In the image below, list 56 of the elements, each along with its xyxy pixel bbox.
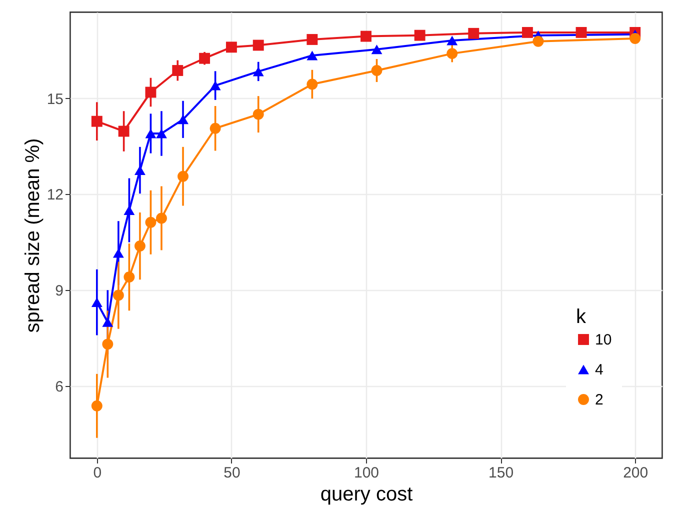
point (226, 42, 237, 53)
point (145, 86, 156, 98)
x-axis-title: query cost (320, 484, 414, 506)
legend-label: 2 (595, 392, 604, 408)
point (156, 128, 167, 138)
point (178, 114, 188, 124)
legend-title: k (576, 306, 587, 328)
point (468, 28, 480, 39)
point (124, 272, 135, 283)
point (210, 80, 221, 90)
point (145, 128, 156, 138)
y-tick-label: 15 (46, 90, 64, 108)
point (178, 170, 188, 182)
point (134, 166, 146, 175)
point (532, 36, 544, 47)
point (91, 116, 102, 127)
y-tick-label: 12 (46, 186, 64, 204)
point (576, 26, 587, 38)
point (91, 298, 102, 308)
y-tick-label: 9 (55, 282, 64, 300)
point (371, 65, 382, 76)
point (199, 52, 210, 64)
x-tick-label: 50 (224, 464, 240, 482)
point (145, 216, 156, 228)
x-tick-label: 0 (93, 464, 102, 482)
point (172, 65, 184, 76)
point (446, 48, 458, 60)
point (252, 108, 264, 120)
point (102, 338, 114, 350)
point (306, 34, 318, 45)
x-tick-label: 150 (488, 464, 514, 482)
legend-label: 10 (595, 332, 612, 348)
point (252, 66, 264, 76)
point (134, 240, 146, 252)
point (91, 400, 102, 412)
point (414, 30, 426, 41)
y-tick-label: 6 (55, 378, 64, 396)
point (522, 26, 533, 38)
point (102, 317, 114, 327)
point (118, 126, 130, 137)
point (371, 44, 382, 54)
point (306, 50, 318, 60)
point (112, 290, 124, 301)
legend-label: 4 (595, 362, 604, 378)
y-axis-title: spread size (mean %) (22, 138, 44, 333)
point (156, 212, 167, 224)
point (210, 122, 221, 134)
point (252, 40, 264, 51)
point (446, 36, 458, 46)
point (124, 205, 135, 215)
point (360, 30, 372, 42)
point (630, 33, 641, 44)
x-tick-label: 100 (354, 464, 380, 482)
point (306, 78, 318, 90)
point (112, 248, 124, 258)
x-tick-label: 200 (623, 464, 648, 482)
